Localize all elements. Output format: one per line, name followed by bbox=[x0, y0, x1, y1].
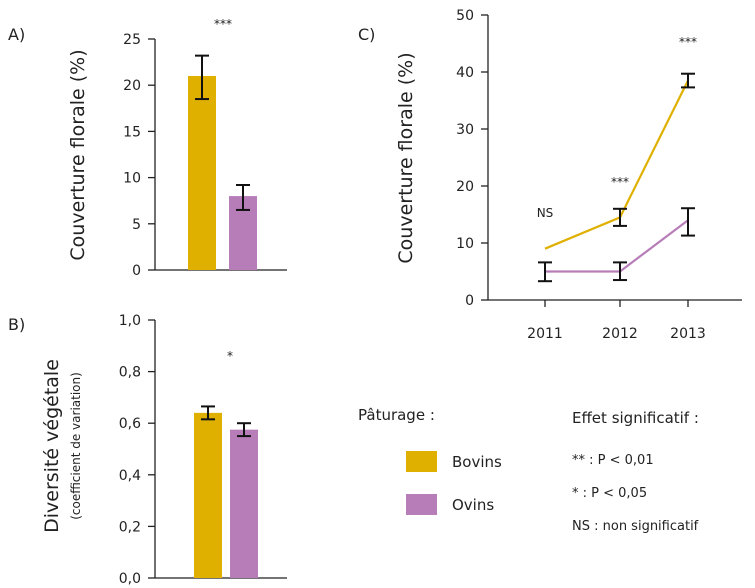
panel-c-line-bovins bbox=[545, 81, 688, 249]
panel-c-y-axis-label: Couverture florale (%) bbox=[395, 52, 417, 263]
panel-b-y-tick-label: 1,0 bbox=[119, 313, 141, 329]
panel-b-y-tick-label: 0,4 bbox=[119, 468, 141, 484]
panel-c-significance: *** bbox=[679, 35, 697, 49]
panel-c-label: C) bbox=[358, 25, 375, 44]
panel-b-bar-ovins bbox=[230, 430, 258, 578]
panel-c-y-tick-label: 50 bbox=[456, 8, 474, 24]
legend-label-bovins: Bovins bbox=[452, 453, 502, 471]
significance-legend-item: * : P < 0,05 bbox=[572, 486, 647, 501]
panel-b-significance: * bbox=[227, 349, 233, 363]
panel-a-y-tick-label: 5 bbox=[132, 217, 141, 233]
panel-b-label: B) bbox=[8, 315, 25, 334]
legend-swatch-ovins bbox=[406, 494, 437, 515]
panel-a-significance: *** bbox=[214, 17, 232, 31]
panel-a: A) Couverture florale (%) 0 5 10 15 20 25 *** bbox=[8, 17, 287, 279]
significance-legend-item: ** : P < 0,01 bbox=[572, 453, 654, 468]
significance-legend-title: Effet significatif : bbox=[572, 409, 699, 427]
panel-b-y-tick-label: 0,2 bbox=[119, 519, 141, 535]
panel-c-line-ovins bbox=[545, 220, 688, 271]
panel-c-significance: *** bbox=[611, 175, 629, 189]
panel-a-y-tick-label: 0 bbox=[132, 263, 141, 279]
panel-c-y-tick-label: 30 bbox=[456, 122, 474, 138]
panel-a-y-tick-label: 25 bbox=[123, 32, 141, 48]
legend: Pâturage : Bovins Ovins Effet significat… bbox=[358, 406, 699, 534]
panel-b: B) Diversité végétale (coefficient de va… bbox=[8, 313, 287, 587]
panel-b-y-tick-label: 0,6 bbox=[119, 416, 141, 432]
panel-c-x-tick-label: 2013 bbox=[670, 326, 706, 342]
panel-c-x-tick-label: 2012 bbox=[602, 326, 638, 342]
panel-c-x-tick-label: 2011 bbox=[527, 326, 563, 342]
panel-c-y-tick-label: 40 bbox=[456, 65, 474, 81]
significance-legend-item: NS : non significatif bbox=[572, 519, 699, 534]
panel-b-y-tick-label: 0,8 bbox=[119, 365, 141, 381]
panel-c-significance: NS bbox=[537, 206, 554, 220]
panel-c-y-tick-label: 10 bbox=[456, 236, 474, 252]
panel-b-y-tick-label: 0,0 bbox=[119, 571, 141, 587]
panel-c-y-tick-label: 20 bbox=[456, 179, 474, 195]
panel-b-y-axis-label: Diversité végétale bbox=[41, 359, 63, 533]
panel-b-bar-bovins bbox=[194, 413, 222, 578]
panel-c: C) Couverture florale (%) 0 10 20 30 40 50 201… bbox=[358, 8, 742, 342]
legend-swatch-bovins bbox=[406, 451, 437, 472]
legend-label-ovins: Ovins bbox=[452, 496, 494, 514]
panel-a-y-tick-label: 15 bbox=[123, 124, 141, 140]
panel-b-y-axis-sublabel: (coefficient de variation) bbox=[69, 372, 83, 520]
panel-c-y-tick-label: 0 bbox=[465, 293, 474, 309]
panel-a-y-axis-label: Couverture florale (%) bbox=[67, 49, 89, 260]
legend-title: Pâturage : bbox=[358, 406, 435, 424]
panel-a-bar-bovins bbox=[188, 76, 216, 270]
panel-a-y-tick-label: 20 bbox=[123, 78, 141, 94]
panel-a-label: A) bbox=[8, 25, 25, 44]
panel-a-y-tick-label: 10 bbox=[123, 171, 141, 187]
